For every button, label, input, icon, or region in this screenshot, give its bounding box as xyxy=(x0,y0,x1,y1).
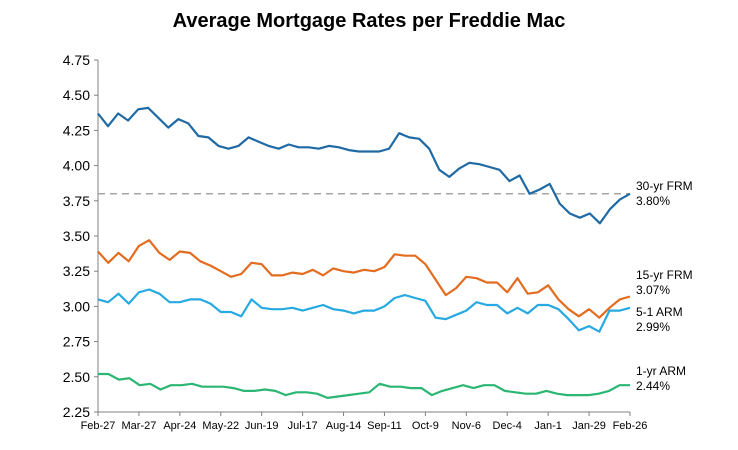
series-value-5-1-arm: 2.99% xyxy=(636,320,670,334)
series-value-1-yr-arm: 2.44% xyxy=(636,379,670,393)
x-tick-label: Jul-17 xyxy=(288,420,318,432)
series-name-5-1-arm: 5-1 ARM xyxy=(636,305,683,319)
y-tick-label: 4.75 xyxy=(63,52,90,68)
series-name-30-yr-frm: 30-yr FRM xyxy=(636,179,693,193)
series-group xyxy=(97,106,631,399)
series-line-30-yr-frm xyxy=(97,106,631,225)
series-name-1-yr-arm: 1-yr ARM xyxy=(636,364,686,378)
y-tick-label: 4.25 xyxy=(63,122,90,138)
y-tick-label: 3.00 xyxy=(63,298,90,314)
x-tick-label: Jun-19 xyxy=(245,420,279,432)
x-tick-label: Jan-29 xyxy=(572,420,606,432)
x-tick-label: Jan-1 xyxy=(534,420,562,432)
chart-title: Average Mortgage Rates per Freddie Mac xyxy=(172,10,566,32)
x-tick-label: Mar-27 xyxy=(122,420,157,432)
series-line-5-1-arm xyxy=(97,288,631,333)
x-tick-label: Nov-6 xyxy=(452,420,481,432)
y-tick-label: 2.75 xyxy=(63,334,90,350)
y-tick-label: 3.50 xyxy=(63,228,90,244)
y-axis-ticks: 4.75 4.50 4.25 4.00 3.75 3.50 3.25 3.00 2.75 2.50… xyxy=(63,52,98,420)
x-tick-label: Dec-4 xyxy=(493,420,522,432)
series-line-1-yr-arm xyxy=(98,372,630,399)
series-line-15-yr-frm xyxy=(97,239,631,319)
x-tick-label: Feb-27 xyxy=(81,420,116,432)
y-tick-label: 4.00 xyxy=(63,158,90,174)
x-tick-label: Feb-26 xyxy=(613,420,648,432)
series-value-15-yr-frm: 3.07% xyxy=(636,283,670,297)
y-tick-label: 2.50 xyxy=(63,369,90,385)
x-tick-label: May-22 xyxy=(202,420,239,432)
x-axis-ticks: Feb-27 Mar-27 Apr-24 May-22 Jun-19 Jul-17 Aug-… xyxy=(81,412,648,432)
series-name-15-yr-frm: 15-yr FRM xyxy=(636,268,693,282)
y-tick-label: 3.25 xyxy=(63,263,90,279)
y-tick-label: 2.25 xyxy=(63,404,90,420)
y-tick-label: 3.75 xyxy=(63,193,90,209)
x-tick-label: Sep-11 xyxy=(367,420,402,432)
y-tick-label: 4.50 xyxy=(63,87,90,103)
x-tick-label: Oct-9 xyxy=(412,420,439,432)
x-tick-label: Apr-24 xyxy=(163,420,196,432)
series-value-30-yr-frm: 3.80% xyxy=(636,194,670,208)
x-tick-label: Aug-14 xyxy=(326,420,361,432)
